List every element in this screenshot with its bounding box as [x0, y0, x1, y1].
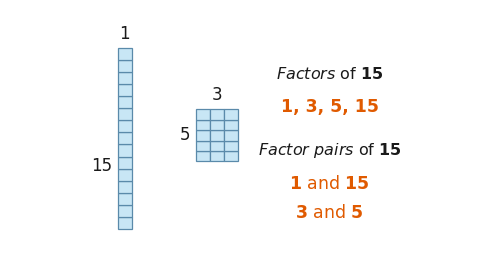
- Text: 1: 1: [120, 25, 130, 43]
- Bar: [118, 168, 132, 181]
- Text: $\it{Factor\ pairs}$ of $\bf{15}$: $\it{Factor\ pairs}$ of $\bf{15}$: [258, 141, 402, 160]
- Text: 5: 5: [180, 126, 190, 144]
- Bar: [118, 96, 132, 108]
- Bar: [210, 140, 224, 151]
- Bar: [196, 130, 210, 140]
- Bar: [118, 132, 132, 144]
- Bar: [210, 120, 224, 130]
- Text: 15: 15: [91, 157, 112, 175]
- Bar: [118, 217, 132, 229]
- Bar: [118, 84, 132, 96]
- Bar: [224, 120, 238, 130]
- Bar: [118, 48, 132, 60]
- Bar: [118, 205, 132, 217]
- Bar: [210, 109, 224, 120]
- Bar: [196, 151, 210, 161]
- Bar: [210, 130, 224, 140]
- Bar: [196, 120, 210, 130]
- Bar: [118, 157, 132, 168]
- Bar: [196, 109, 210, 120]
- Bar: [210, 151, 224, 161]
- Text: $\bf{1}$ and $\bf{15}$: $\bf{1}$ and $\bf{15}$: [289, 175, 370, 193]
- Text: $\it{Factors}$ of $\bf{15}$: $\it{Factors}$ of $\bf{15}$: [276, 66, 384, 82]
- Bar: [224, 140, 238, 151]
- Bar: [118, 193, 132, 205]
- Bar: [118, 144, 132, 157]
- Text: $\bf{3}$ and $\bf{5}$: $\bf{3}$ and $\bf{5}$: [295, 204, 364, 222]
- Text: 1, 3, 5, 15: 1, 3, 5, 15: [281, 98, 379, 116]
- Bar: [118, 108, 132, 120]
- Bar: [118, 181, 132, 193]
- Bar: [224, 130, 238, 140]
- Bar: [224, 151, 238, 161]
- Bar: [224, 109, 238, 120]
- Bar: [118, 60, 132, 72]
- Bar: [118, 120, 132, 132]
- Text: 3: 3: [212, 86, 222, 104]
- Bar: [196, 140, 210, 151]
- Bar: [118, 72, 132, 84]
